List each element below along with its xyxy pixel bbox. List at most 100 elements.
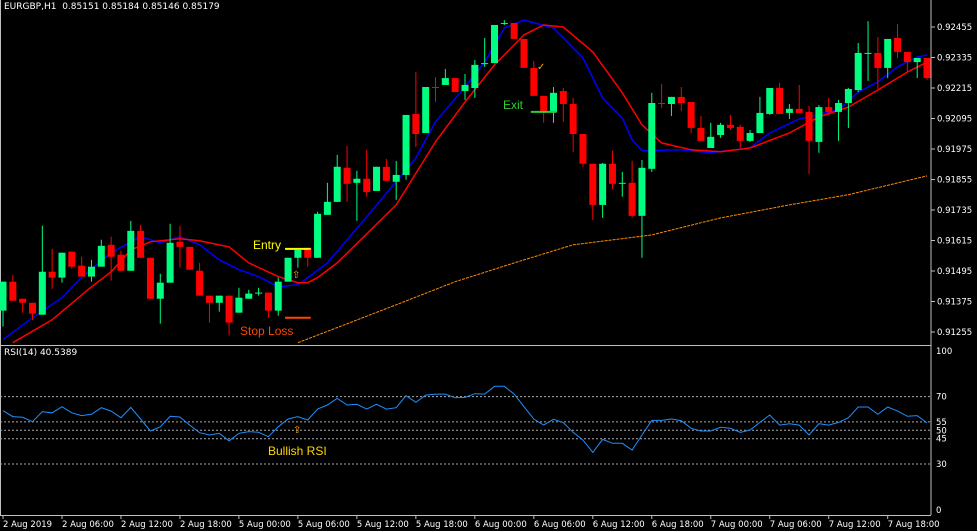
candle (884, 38, 892, 79)
candle (717, 122, 725, 138)
candle-body (658, 102, 666, 105)
rsi-tick-label: 55 (936, 418, 947, 428)
ma-line-fast_blue (2, 19, 928, 341)
candle-body (146, 257, 154, 299)
candle-body (264, 292, 272, 311)
candle (864, 21, 872, 81)
candle (500, 20, 508, 25)
candle-body (569, 104, 577, 135)
y-tick-label: 0.91975 (937, 145, 972, 155)
axes: 0.92455 0.92335 0.92215 0.92095 0.91975 0.918… (2, 23, 972, 530)
candle-body (156, 282, 164, 299)
candle-body (736, 126, 744, 141)
candle-body (353, 178, 361, 183)
candle-body (884, 38, 892, 68)
symbol-label: EURGBP,H1 (4, 2, 57, 12)
candle-body (520, 38, 528, 68)
candle-body (825, 107, 833, 112)
candle-body (196, 270, 204, 296)
candle-body (795, 108, 803, 113)
ma-line-long_orange (297, 175, 928, 344)
candle (540, 95, 548, 123)
candle-body (540, 95, 548, 112)
candle-body (274, 281, 282, 311)
candle-body (903, 51, 911, 63)
candle (225, 295, 233, 336)
candle-body (284, 257, 292, 282)
candle-body (687, 101, 695, 128)
candle (314, 211, 322, 258)
candle-body (510, 22, 518, 39)
y-tick-label: 0.91255 (937, 328, 972, 338)
candle-body (481, 63, 489, 65)
candle (107, 236, 115, 281)
candle (117, 250, 125, 271)
candle-body (225, 295, 233, 323)
up-arrow-icon: ⇧ (293, 425, 302, 436)
candle-body (461, 84, 469, 92)
candle (205, 295, 213, 323)
y-tick-label: 0.92335 (937, 54, 972, 64)
candle-body (422, 86, 430, 133)
candle (97, 239, 105, 267)
candle-body (432, 86, 440, 88)
x-tick-label: 2 Aug 12:00 (121, 520, 173, 530)
rsi-tick-label: 0 (936, 506, 941, 516)
candle-body (245, 293, 253, 299)
candle (441, 68, 449, 85)
candle-body (166, 242, 174, 283)
rsi-tick-label: 70 (936, 393, 947, 403)
candle-body (746, 132, 754, 141)
candle-body (599, 163, 607, 205)
candle-body (776, 88, 784, 114)
candle-body (697, 127, 705, 141)
candle (854, 43, 862, 93)
stop-loss-label: Stop Loss (240, 324, 294, 338)
candle-body (707, 136, 715, 148)
candle (68, 251, 76, 269)
candle (795, 84, 803, 113)
candle (304, 247, 312, 267)
candle (697, 115, 705, 141)
candle (835, 99, 843, 141)
candle-body (205, 295, 213, 303)
candle (776, 82, 784, 114)
candle (186, 246, 194, 270)
candle (559, 88, 567, 122)
rsi-panel[interactable] (0, 385, 931, 465)
candle-body (343, 167, 351, 184)
candle-body (28, 302, 36, 314)
rsi-line (2, 385, 928, 454)
candle-body (618, 182, 626, 184)
candle-body (304, 247, 312, 258)
candle (677, 86, 685, 111)
candle (215, 295, 223, 312)
candle-body (894, 37, 902, 52)
chart-header: EURGBP,H1 0.85151 0.85184 0.85146 0.8517… (4, 2, 220, 12)
moving-averages (2, 19, 928, 344)
candle-body (756, 112, 764, 133)
candle (707, 122, 715, 148)
candle (343, 145, 351, 202)
y-tick-label: 0.92215 (937, 84, 972, 94)
candle-body (78, 265, 86, 277)
candle (785, 104, 793, 120)
candle (874, 36, 882, 90)
x-tick-label: 6 Aug 00:00 (475, 520, 527, 530)
candle-body (19, 298, 27, 303)
candle-body (628, 182, 636, 216)
candle (294, 249, 302, 268)
candle (844, 88, 852, 128)
x-tick-label: 7 Aug 12:00 (829, 520, 881, 530)
exit-label: Exit (503, 98, 524, 112)
candle (363, 149, 371, 197)
candle (510, 22, 518, 39)
candle-body (58, 252, 66, 278)
candle-body (677, 96, 685, 103)
candle-body (579, 134, 587, 164)
candle (196, 262, 204, 296)
annotation-lines (285, 110, 557, 319)
candle (903, 51, 911, 72)
x-tick-label: 2 Aug 18:00 (180, 520, 232, 530)
